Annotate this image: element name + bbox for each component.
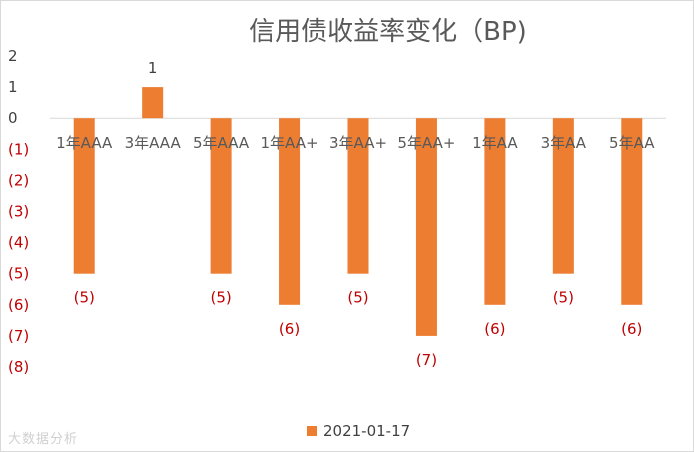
x-tick-label: 3年AA	[541, 134, 587, 152]
x-tick-label: 1年AAA	[56, 134, 113, 152]
x-tick-label: 3年AA+	[329, 134, 387, 152]
bar	[279, 118, 301, 305]
bar	[142, 87, 164, 119]
bar	[415, 118, 437, 336]
x-axis-labels: 1年AAA 3年AAA 5年AAA 1年AA+ 3年AA+ 5年AA+ 1年AA 3年AA 5年…	[56, 134, 655, 152]
y-tick-label: (6)	[8, 296, 29, 314]
x-tick-label: 3年AAA	[125, 134, 182, 152]
legend-swatch	[307, 426, 317, 436]
x-tick-label: 5年AAA	[193, 134, 250, 152]
x-tick-label: 5年AA+	[397, 134, 455, 152]
y-tick-label: 2	[8, 47, 18, 65]
x-tick-label: 1年AA+	[261, 134, 319, 152]
bar	[552, 118, 574, 274]
bar	[621, 118, 643, 305]
bar	[484, 118, 506, 305]
bar	[210, 118, 232, 274]
legend: 2021-01-17	[307, 422, 410, 440]
data-label: (6)	[484, 320, 505, 338]
data-label: (7)	[416, 351, 437, 369]
watermark: 大数据分析	[8, 432, 79, 447]
y-tick-label: (2)	[8, 171, 29, 189]
y-tick-label: (1)	[8, 140, 29, 158]
legend-label: 2021-01-17	[323, 422, 410, 440]
y-tick-label: (8)	[8, 358, 29, 376]
y-tick-label: 0	[8, 109, 18, 127]
data-label: 1	[148, 59, 158, 77]
y-tick-label: 1	[8, 78, 18, 96]
y-tick-label: (3)	[8, 203, 29, 221]
bar	[73, 118, 95, 274]
data-label: (5)	[74, 289, 95, 307]
bar	[347, 118, 369, 274]
chart-title: 信用债收益率变化（BP)	[249, 17, 527, 47]
data-label: (5)	[210, 289, 231, 307]
y-tick-label: (5)	[8, 265, 29, 283]
y-tick-label: (4)	[8, 234, 29, 252]
data-label: (6)	[279, 320, 300, 338]
data-label: (6)	[621, 320, 642, 338]
data-labels: (5) 1 (5) (6) (5) (7) (6) (5) (6)	[74, 59, 643, 369]
y-axis: 2 1 0 (1) (2) (3) (4) (5) (6) (7) (8)	[8, 47, 29, 376]
x-tick-label: 5年AA	[609, 134, 655, 152]
data-label: (5)	[553, 289, 574, 307]
bar-series	[73, 87, 643, 336]
data-label: (5)	[347, 289, 368, 307]
x-tick-label: 1年AA	[472, 134, 518, 152]
y-tick-label: (7)	[8, 327, 29, 345]
